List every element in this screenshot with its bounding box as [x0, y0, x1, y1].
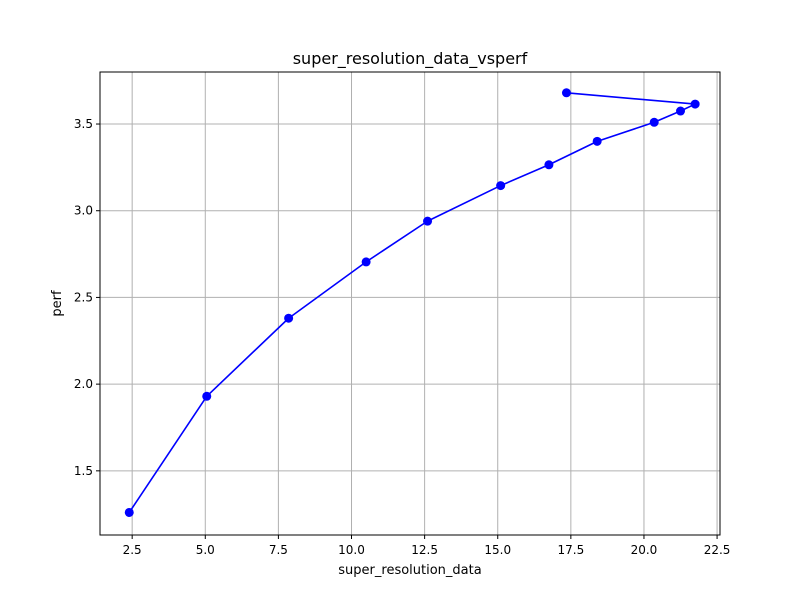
plot-area-frame [99, 71, 721, 536]
x-tick-label: 2.5 [123, 543, 142, 557]
x-tick-label: 10.0 [338, 543, 365, 557]
x-tick-label: 7.5 [269, 543, 288, 557]
data-point [423, 216, 433, 226]
data-point [202, 391, 212, 401]
x-axis-label: super_resolution_data [338, 563, 481, 578]
x-tick-label: 17.5 [557, 543, 584, 557]
x-tick-label: 15.0 [484, 543, 511, 557]
x-tick-label: 22.5 [704, 543, 731, 557]
y-tick-label: 2.0 [74, 377, 93, 391]
y-tick-label: 1.5 [74, 464, 93, 478]
y-tick-label: 2.5 [74, 290, 93, 304]
data-point [676, 106, 686, 116]
axis-ticks: 2.5 5.0 7.5 10.0 12.5 15.0 17.5 20.0 22.5 1.5 2.0 2… [74, 117, 731, 557]
x-tick-label: 5.0 [196, 543, 215, 557]
data-point [284, 313, 294, 323]
data-point [690, 99, 700, 109]
y-axis-label: perf [50, 290, 65, 317]
y-tick-label: 3.5 [74, 117, 93, 131]
data-point [561, 88, 571, 98]
grid-lines [100, 72, 720, 535]
x-tick-label: 12.5 [411, 543, 438, 557]
data-point [649, 117, 659, 127]
data-point [592, 136, 602, 146]
data-point [496, 181, 506, 191]
data-point [544, 160, 554, 170]
x-tick-label: 20.0 [631, 543, 658, 557]
chart-title: super_resolution_data_vsperf [293, 49, 528, 69]
data-point [361, 257, 371, 267]
data-series [124, 88, 700, 517]
data-point [124, 507, 134, 517]
y-tick-label: 3.0 [74, 204, 93, 218]
